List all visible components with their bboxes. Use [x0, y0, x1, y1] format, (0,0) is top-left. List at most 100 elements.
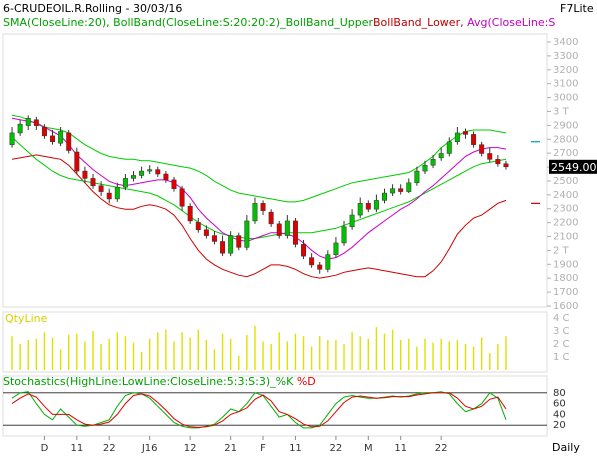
avg-line [11, 117, 507, 260]
candle-body [292, 220, 298, 245]
candle [244, 215, 250, 251]
date-tick-label: 22 [103, 443, 116, 454]
candle-body [122, 178, 128, 188]
candle [114, 182, 120, 202]
price-tick-label: 2100 [553, 232, 578, 243]
candle [341, 220, 347, 246]
candle-body [365, 203, 371, 210]
candle [147, 165, 153, 174]
candle [90, 174, 96, 189]
candle-body [503, 163, 509, 168]
candle [187, 203, 193, 224]
qty-axis: 4 C 3 C 2 C 1 C [553, 313, 570, 363]
last-price-label: 2549.00 [551, 161, 597, 174]
date-axis: D 11 22 J16 12 21 F 11 22 M 11 22 [41, 436, 448, 454]
date-tick-label: F [260, 443, 266, 454]
candle-body [90, 178, 96, 186]
candle-body [325, 254, 331, 270]
candle [50, 130, 56, 145]
candle-body [106, 192, 112, 200]
candle [446, 137, 452, 157]
candle-body [438, 153, 444, 159]
candle-body [82, 170, 88, 179]
price-tick-label: 2500 [553, 176, 578, 187]
candle-body [422, 164, 428, 172]
candle [33, 116, 39, 130]
candle [9, 127, 15, 148]
qty-panel-frame [2, 311, 548, 373]
stochastics-tick-label: 40 [553, 409, 566, 420]
candle-body [244, 220, 250, 248]
price-lines [11, 114, 507, 279]
candle-body [276, 223, 282, 236]
price-tick-label: 2800 [553, 134, 578, 145]
candle [349, 209, 355, 230]
candle [365, 200, 371, 213]
candle-body [454, 132, 460, 142]
last-price-box [549, 159, 597, 174]
date-tick-label: 11 [70, 443, 83, 454]
stochastics-d-line [11, 392, 507, 428]
candle-body [203, 229, 209, 236]
price-tick-label: 3100 [553, 79, 578, 90]
candle-body [414, 170, 420, 184]
candle [220, 235, 226, 257]
candle-body [495, 159, 501, 164]
candle [25, 115, 31, 130]
candle [292, 218, 298, 248]
candle-body [131, 175, 136, 179]
candle-body [260, 203, 266, 211]
candle-body [373, 200, 379, 210]
candle-body [195, 222, 201, 230]
candle-body [25, 118, 31, 126]
candle [503, 160, 509, 170]
date-tick-label: M [364, 443, 373, 454]
price-tick-label: 2 T [553, 245, 570, 256]
candle [479, 141, 485, 157]
chart-title: 6-CRUDEOIL.R.Rolling - 30/03/16 [3, 2, 182, 15]
candle-body [9, 132, 15, 145]
date-tick-label: 12 [184, 443, 197, 454]
price-tick-label: 2900 [553, 120, 578, 131]
candle [252, 197, 258, 224]
price-tick-label: 3300 [553, 51, 578, 62]
candle [406, 178, 412, 194]
candle-body [406, 182, 412, 192]
candle-body [284, 220, 290, 236]
candle [422, 160, 428, 174]
candle-body [309, 257, 315, 266]
candle-body [163, 173, 169, 181]
price-tick-label: 3 T [553, 106, 570, 117]
date-tick-label: D [41, 443, 49, 454]
date-tick-label: 11 [289, 443, 302, 454]
qty-title: QtyLine [5, 312, 48, 325]
price-tick-label: 2200 [553, 218, 578, 229]
candle [268, 209, 274, 227]
candle-body [390, 188, 396, 194]
price-tick-label: 1700 [553, 287, 578, 298]
stochastics-tick-label: 80 [553, 388, 566, 399]
candle-body [462, 131, 468, 135]
candle-body [171, 179, 177, 189]
brand-label: F7Lite [560, 2, 594, 15]
candle-body [41, 126, 47, 137]
candle-body [147, 169, 153, 172]
candle-body [228, 235, 234, 254]
candle [325, 250, 331, 273]
candle-body [430, 159, 436, 166]
candle [487, 147, 493, 163]
candle-body [155, 169, 161, 175]
candle [139, 166, 145, 179]
candle-body [33, 119, 39, 126]
candle [171, 176, 177, 192]
candle [357, 197, 363, 218]
candle-body [17, 123, 23, 134]
candle [203, 225, 209, 239]
candle-body [357, 203, 363, 216]
candle [495, 154, 501, 167]
candle-body [446, 141, 452, 154]
candle [454, 127, 460, 145]
